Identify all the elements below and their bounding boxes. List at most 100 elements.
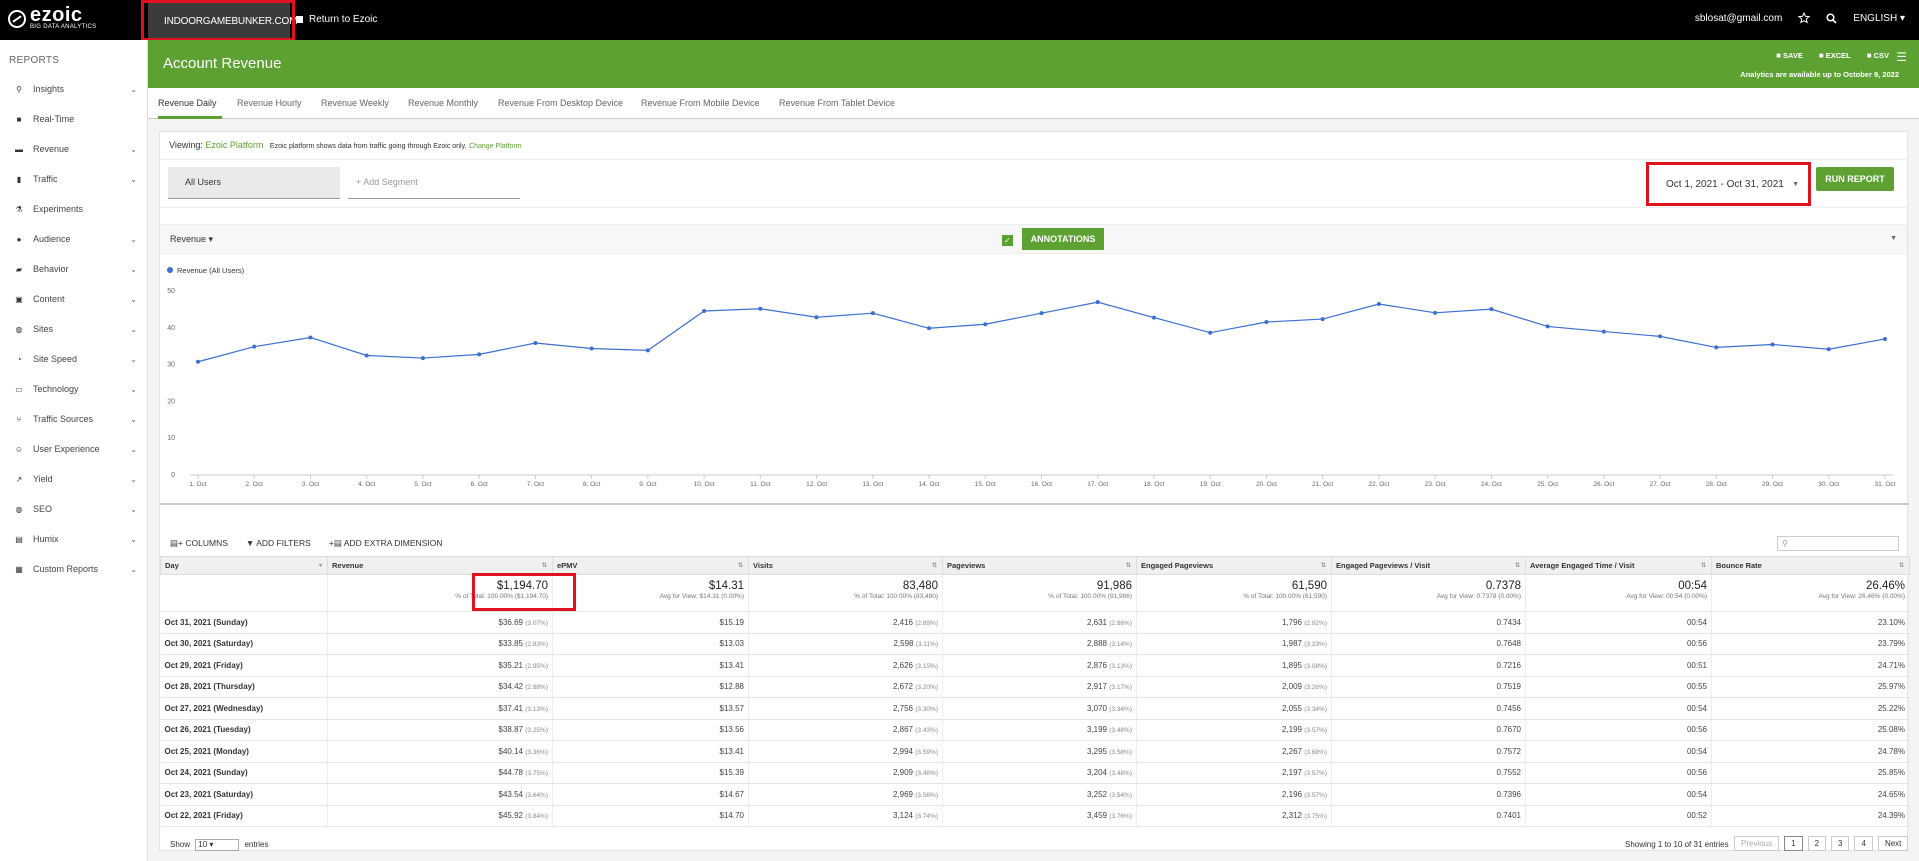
annotations-button[interactable]: ANNOTATIONS — [1022, 228, 1104, 250]
page-2-button[interactable]: 2 — [1807, 836, 1827, 851]
sidebar-item-humix[interactable]: ▤ Humix ⌄ — [0, 528, 148, 550]
page-4-button[interactable]: 4 — [1854, 836, 1873, 851]
table-cell-epvv: 0.7456 — [1331, 697, 1526, 720]
sidebar-item-yield[interactable]: ↗ Yield ⌄ — [0, 468, 148, 490]
cell-percent: (2.95%) — [525, 662, 548, 670]
sidebar-item-audience[interactable]: ● Audience ⌄ — [0, 228, 148, 250]
save-button[interactable]: SAVE — [1776, 51, 1803, 60]
video-icon: ■ — [16, 114, 22, 124]
sidebar-item-insights[interactable]: ⚲ Insights ⌄ — [0, 78, 148, 100]
return-to-ezoic-link[interactable]: Return to Ezoic — [296, 14, 377, 25]
sidebar-item-traffic-sources[interactable]: ⑂ Traffic Sources ⌄ — [0, 408, 148, 430]
column-header-visits[interactable]: Visits ⇅ — [748, 556, 943, 575]
star-icon[interactable] — [1798, 12, 1811, 24]
table-cell-day: Oct 28, 2021 (Thursday) — [160, 676, 328, 698]
cell-value: 2,197 — [1281, 768, 1302, 778]
sidebar-item-sites[interactable]: ◍ Sites ⌄ — [0, 318, 148, 340]
table-search-input[interactable]: ⚲ — [1777, 536, 1899, 551]
totals-row: $1,194.70% of Total: 100.00% ($1,194.70)… — [160, 574, 1910, 612]
entries-select[interactable]: 10 ▾ — [195, 839, 240, 851]
segment-all-users[interactable]: All Users — [168, 167, 340, 199]
column-header-bounce-rate[interactable]: Bounce Rate ⇅ — [1711, 556, 1910, 575]
column-header-engaged-pageviews[interactable]: Engaged Pageviews ⇅ — [1136, 556, 1332, 575]
sidebar-item-custom-reports[interactable]: ▦ Custom Reports ⌄ — [0, 558, 148, 580]
column-header-pageviews[interactable]: Pageviews ⇅ — [942, 556, 1137, 575]
tab-revenue-weekly[interactable]: Revenue Weekly — [321, 98, 389, 108]
return-label: Return to Ezoic — [309, 14, 378, 25]
annotations-checkbox[interactable]: ✓ — [1002, 235, 1013, 246]
sidebar-item-behavior[interactable]: ▰ Behavior ⌄ — [0, 258, 148, 280]
columns-button[interactable]: ▤+ COLUMNS — [170, 538, 228, 549]
total-value: $14.31 — [708, 580, 744, 592]
table-cell-visits: 2,756 (3.30%) — [748, 697, 943, 720]
sidebar-item-content[interactable]: ▣ Content ⌄ — [0, 288, 148, 310]
sidebar-item-site-speed[interactable]: ◔ Site Speed ⌄ — [0, 348, 148, 370]
total-cell: 0.7378 Avg for View: 0.7378 (0.00%) — [1331, 574, 1526, 612]
add-segment-button[interactable]: + Add Segment — [348, 167, 520, 199]
cell-percent: (3.11%) — [915, 641, 938, 649]
next-page-button[interactable]: Next — [1877, 836, 1909, 851]
hamburger-menu-icon[interactable]: ☰ — [1896, 50, 1907, 64]
column-header-epmv[interactable]: ePMV ⇅ — [552, 556, 749, 575]
column-header-revenue[interactable]: Revenue ⇅ — [327, 556, 553, 575]
cell-value: 24.39% — [1877, 811, 1905, 821]
report-panel: Viewing: Ezoic Platform Ezoic platform s… — [159, 131, 1910, 851]
page-3-button[interactable]: 3 — [1831, 836, 1850, 851]
sort-icon: ⇅ — [1125, 563, 1131, 569]
user-email[interactable]: sblosat@gmail.com — [1694, 12, 1783, 24]
data-point — [1039, 311, 1044, 316]
sidebar-item-user-experience[interactable]: ☺ User Experience ⌄ — [0, 438, 148, 460]
sidebar-item-technology[interactable]: ▭ Technology ⌄ — [0, 378, 148, 400]
chart-collapse-icon[interactable]: ▼ — [1890, 235, 1897, 242]
change-platform-link[interactable]: Change Platform — [469, 143, 522, 150]
cell-value: Oct 29, 2021 (Friday) — [164, 660, 243, 670]
tab-revenue-hourly[interactable]: Revenue Hourly — [237, 98, 302, 108]
sidebar-item-experiments[interactable]: ⚗ Experiments — [0, 198, 148, 220]
table-cell-pv: 3,252 (3.54%) — [942, 783, 1137, 806]
total-cell: 26.46% Avg for View: 26.46% (0.00%) — [1711, 574, 1910, 612]
page-1-button[interactable]: 1 — [1784, 836, 1803, 851]
site-selector-tab[interactable]: INDOORGAMEBUNKER.COM — [148, 2, 297, 40]
add-extra-dimension-button[interactable]: +▤ ADD EXTRA DIMENSION — [329, 538, 443, 549]
column-header-average-engaged-time-visit[interactable]: Average Engaged Time / Visit ⇅ — [1525, 556, 1712, 575]
x-tick-label: 17. Oct — [1087, 481, 1108, 488]
tab-revenue-monthly[interactable]: Revenue Monthly — [408, 98, 479, 108]
column-header-engaged-pageviews-visit[interactable]: Engaged Pageviews / Visit ⇅ — [1331, 556, 1526, 575]
chevron-down-icon: ⌄ — [130, 84, 137, 94]
table-cell-day: Oct 23, 2021 (Saturday) — [160, 783, 328, 806]
column-header-day[interactable]: Day ▾ — [160, 556, 328, 575]
data-point — [533, 340, 538, 345]
sidebar-item-traffic[interactable]: ▮ Traffic ⌄ — [0, 168, 148, 190]
sidebar-item-real-time[interactable]: ■ Real-Time — [0, 108, 148, 130]
tab-revenue-tablet[interactable]: Revenue From Tablet Device — [779, 98, 895, 108]
table-cell-visits: 2,416 (2.89%) — [748, 611, 943, 634]
cell-percent: (3.34%) — [1304, 705, 1327, 713]
search-icon[interactable] — [1826, 12, 1837, 24]
table-cell-visits: 2,867 (3.43%) — [748, 719, 943, 741]
sidebar-item-revenue[interactable]: ▬ Revenue ⌄ — [0, 138, 148, 160]
tab-revenue-mobile[interactable]: Revenue From Mobile Device — [641, 98, 760, 108]
tab-revenue-desktop[interactable]: Revenue From Desktop Device — [498, 98, 624, 108]
run-report-button[interactable]: RUN REPORT — [1816, 167, 1894, 191]
chevron-down-icon: ⌄ — [130, 264, 137, 274]
add-filters-button[interactable]: ▼ ADD FILTERS — [246, 538, 311, 549]
column-header-label: Pageviews — [947, 561, 986, 570]
cell-value: 2,876 — [1086, 660, 1107, 670]
cell-percent: (3.36%) — [525, 748, 548, 756]
sidebar-item-label: Revenue — [33, 144, 70, 154]
language-selector[interactable]: ENGLISH ▾ — [1853, 13, 1905, 24]
date-range-picker[interactable]: Oct 1, 2021 - Oct 31, 2021 ▼ — [1655, 170, 1809, 198]
metric-selector[interactable]: Revenue ▾ — [170, 234, 213, 245]
previous-page-button[interactable]: Previous — [1734, 836, 1780, 851]
x-tick-label: 1. Oct — [189, 481, 207, 488]
table-cell-bounce: 25.08% — [1711, 719, 1910, 741]
sidebar-item-seo[interactable]: ◍ SEO ⌄ — [0, 498, 148, 520]
tab-revenue-daily[interactable]: Revenue Daily — [158, 98, 217, 108]
csv-button[interactable]: CSV — [1867, 51, 1889, 60]
globe-icon: ◍ — [15, 324, 23, 334]
ezoic-logo[interactable]: ezoic BIG DATA ANALYTICS — [8, 5, 96, 31]
excel-button[interactable]: EXCEL — [1819, 51, 1851, 60]
sidebar-item-label: Sites — [33, 324, 54, 334]
table-row: Oct 30, 2021 (Saturday) $33.85 (2.83%) $13… — [160, 633, 1910, 655]
table-cell-epmv: $12.88 — [552, 676, 749, 698]
